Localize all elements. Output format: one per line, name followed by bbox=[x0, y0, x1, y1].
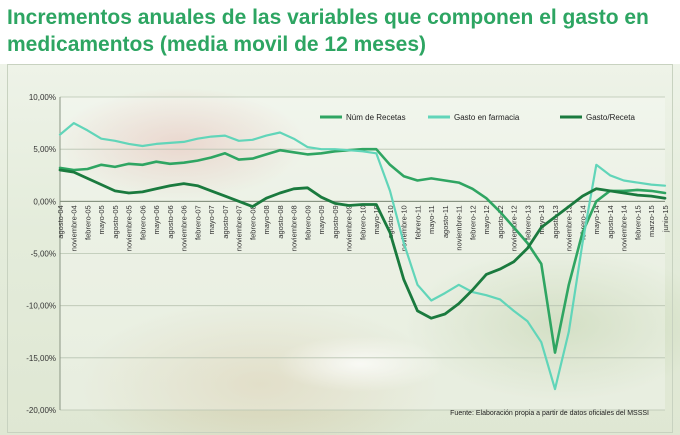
x-tick-label: agosto-10 bbox=[386, 205, 395, 238]
series-line-recetas bbox=[58, 147, 667, 354]
y-tick-label: 5,00% bbox=[33, 145, 56, 154]
x-tick-label: mayo-06 bbox=[152, 205, 161, 234]
x-tick-label: mayo-07 bbox=[207, 205, 216, 234]
x-tick-label: noviembre-10 bbox=[400, 205, 409, 251]
x-tick-label: febrero-11 bbox=[414, 205, 423, 239]
x-tick-label: febrero-14 bbox=[579, 205, 588, 240]
x-tick-label: febrero-06 bbox=[139, 205, 148, 240]
x-tick-label: mayo-11 bbox=[427, 205, 436, 234]
x-tick-label: febrero-05 bbox=[84, 205, 93, 240]
y-tick-label: -10,00% bbox=[26, 302, 56, 311]
x-tick-label: noviembre-11 bbox=[455, 205, 464, 250]
y-tick-label: -20,00% bbox=[26, 406, 56, 415]
x-tick-label: febrero-09 bbox=[304, 205, 313, 240]
chart-frame bbox=[7, 64, 673, 433]
x-tick-label: febrero-10 bbox=[359, 205, 368, 240]
x-tick-label: agosto-07 bbox=[221, 205, 230, 238]
y-tick-label: 0,00% bbox=[33, 197, 56, 206]
legend-label: Núm de Recetas bbox=[346, 113, 406, 122]
x-tick-label: agosto-13 bbox=[551, 205, 560, 238]
x-tick-label: noviembre-04 bbox=[70, 205, 79, 251]
x-tick-label: febrero-07 bbox=[194, 205, 203, 240]
x-tick-label: mayo-10 bbox=[372, 205, 381, 234]
x-tick-label: febrero-13 bbox=[524, 205, 533, 240]
x-tick-label: agosto-05 bbox=[111, 205, 120, 238]
x-tick-label: febrero-08 bbox=[249, 205, 258, 240]
x-tick-label: mayo-05 bbox=[97, 205, 106, 234]
x-tick-label: marzo-15 bbox=[647, 205, 656, 237]
x-tick-label: noviembre-07 bbox=[235, 205, 244, 251]
x-tick-label: mayo-09 bbox=[317, 205, 326, 234]
series-line-gasto-receta bbox=[58, 168, 667, 320]
legend-label: Gasto/Receta bbox=[586, 113, 635, 122]
x-tick-label: junio-15 bbox=[661, 205, 670, 233]
x-tick-label: agosto-12 bbox=[496, 205, 505, 238]
x-tick-label: agosto-06 bbox=[166, 205, 175, 238]
chart-title: Incrementos anuales de las variables que… bbox=[7, 6, 649, 56]
background-photo bbox=[0, 64, 680, 435]
x-tick-label: noviembre-09 bbox=[345, 205, 354, 251]
x-tick-label: agosto-08 bbox=[276, 205, 285, 238]
x-tick-label: noviembre-06 bbox=[180, 205, 189, 251]
y-tick-label: -15,00% bbox=[26, 354, 56, 363]
x-tick-label: noviembre-14 bbox=[620, 205, 629, 251]
y-tick-label: -5,00% bbox=[31, 250, 56, 259]
series-line-gasto-farmacia bbox=[58, 121, 667, 391]
x-tick-label: agosto-14 bbox=[606, 205, 615, 238]
x-tick-label: febrero-15 bbox=[634, 205, 643, 240]
x-tick-label: noviembre-05 bbox=[125, 205, 134, 251]
x-tick-label: mayo-12 bbox=[482, 205, 491, 234]
x-tick-label: agosto-11 bbox=[441, 205, 450, 238]
x-tick-label: noviembre-13 bbox=[565, 205, 574, 251]
x-tick-label: mayo-14 bbox=[592, 205, 601, 234]
x-tick-label: agosto-04 bbox=[56, 205, 65, 238]
source-note: Fuente: Elaboración propia a partir de d… bbox=[450, 410, 649, 417]
y-tick-label: 10,00% bbox=[29, 93, 56, 102]
x-tick-label: mayo-08 bbox=[262, 205, 271, 234]
x-tick-label: agosto-09 bbox=[331, 205, 340, 238]
x-tick-label: febrero-12 bbox=[469, 205, 478, 240]
x-tick-label: mayo-13 bbox=[537, 205, 546, 234]
x-tick-label: noviembre-08 bbox=[290, 205, 299, 251]
legend-label: Gasto en farmacia bbox=[454, 113, 520, 122]
